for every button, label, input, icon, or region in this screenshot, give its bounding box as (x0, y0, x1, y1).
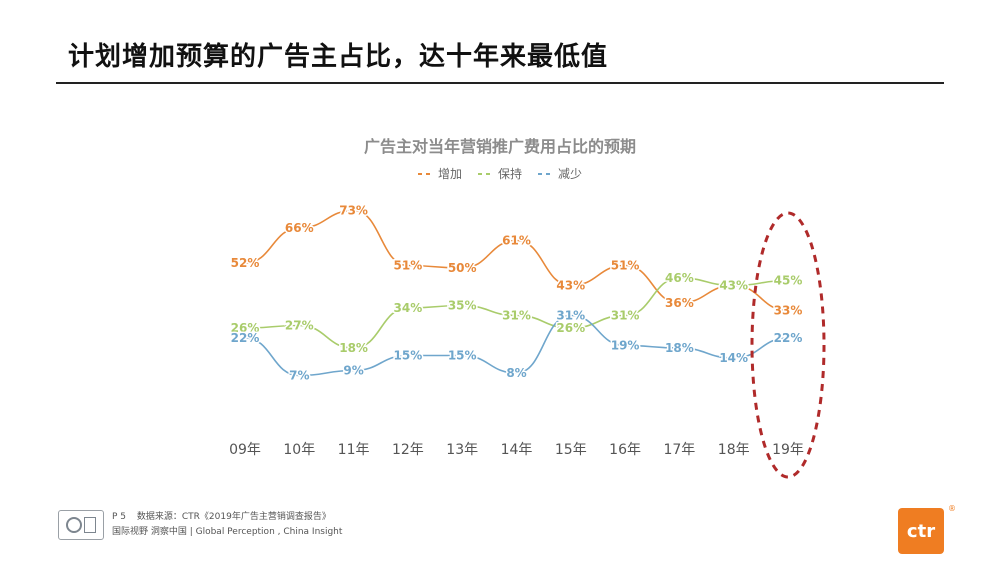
series-line-0 (244, 209, 789, 312)
data-label: 15% (448, 349, 477, 363)
data-label: 26% (556, 321, 585, 335)
data-label: 66% (285, 221, 314, 235)
data-label: 34% (394, 301, 423, 315)
x-tick-label: 12年 (392, 442, 424, 458)
data-label: 26% (231, 321, 260, 335)
legend-item-1: 保持 (478, 166, 522, 181)
x-tick-label: 11年 (338, 442, 370, 458)
x-tick-label: 15年 (555, 442, 587, 458)
footer-slogan: 国际视野 洞察中国 | Global Perception , China In… (112, 527, 343, 537)
data-label: 43% (719, 279, 748, 293)
chart-title: 广告主对当年营销推广费用占比的预期 (364, 137, 636, 156)
x-tick-label: 10年 (283, 442, 315, 458)
x-tick-label: 19年 (772, 442, 804, 458)
legend-label: 增加 (438, 167, 462, 181)
x-tick-label: 09年 (229, 442, 261, 458)
data-label: 43% (719, 279, 748, 293)
data-label: 35% (448, 299, 477, 313)
data-label: 43% (556, 279, 585, 293)
data-label: 61% (502, 234, 531, 248)
data-label: 22% (774, 331, 803, 345)
series-line-1 (244, 277, 789, 349)
data-label: 46% (665, 271, 694, 285)
legend-label: 减少 (558, 167, 582, 181)
data-label: 50% (448, 261, 477, 275)
data-label: 31% (556, 309, 585, 323)
series-line-2 (244, 314, 789, 377)
data-label: 31% (502, 309, 531, 323)
data-label: 9% (343, 364, 363, 378)
data-label: 8% (506, 366, 526, 380)
seal-icon (66, 517, 82, 533)
page-number: P 5 (112, 512, 127, 522)
shield-icon (84, 517, 96, 533)
data-label: 19% (611, 339, 640, 353)
data-label: 18% (665, 341, 694, 355)
x-tick-label: 13年 (446, 442, 478, 458)
footer-text: P 5 数据来源：CTR《2019年广告主营销调查报告》 国际视野 洞察中国 |… (112, 510, 342, 540)
title-divider (56, 82, 944, 84)
data-label: 36% (665, 296, 694, 310)
x-tick-label: 16年 (609, 442, 641, 458)
data-label: 51% (611, 259, 640, 273)
data-label: 14% (719, 351, 748, 365)
x-axis: 09年 10年 11年 12年 13年 14年 15年 16年 17年 18年 19年 (229, 442, 804, 458)
data-label: 31% (611, 309, 640, 323)
registered-mark: ® (948, 504, 956, 513)
data-label: 15% (394, 349, 423, 363)
data-label: 51% (394, 259, 423, 273)
x-tick-label: 17年 (663, 442, 695, 458)
data-labels: 52% 66% 73% 51% 50% 61% 43% 51% 36% 43% 33% 26% 27% 1… (229, 202, 804, 384)
highlight-ellipse (750, 211, 826, 479)
data-label: 33% (774, 304, 803, 318)
slide-title: 计划增加预算的广告主占比，达十年来最低值 (68, 42, 609, 72)
series-lines (244, 209, 789, 377)
legend-item-2: 减少 (538, 167, 582, 181)
data-label: 7% (289, 369, 309, 383)
data-label: 22% (231, 331, 260, 345)
data-label: 45% (774, 274, 803, 288)
x-tick-label: 14年 (501, 442, 533, 458)
data-label: 73% (339, 204, 368, 218)
legend-label: 保持 (498, 166, 522, 181)
data-label: 18% (339, 341, 368, 355)
chart-legend: 增加 保持 减少 (418, 166, 582, 181)
ctr-logo: ctr (898, 508, 944, 554)
data-label: 52% (231, 256, 260, 270)
legend-item-0: 增加 (418, 167, 462, 181)
certification-seals (58, 510, 104, 540)
data-label: 27% (285, 319, 314, 333)
data-source: 数据来源：CTR《2019年广告主营销调查报告》 (136, 512, 331, 522)
x-tick-label: 18年 (718, 442, 750, 458)
